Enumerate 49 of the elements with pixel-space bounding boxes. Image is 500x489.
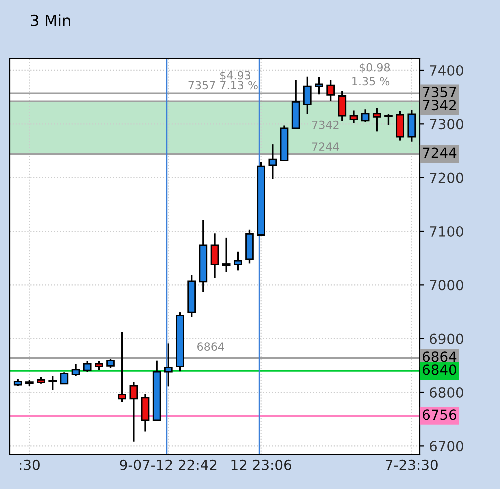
candlestick — [130, 381, 138, 443]
candlestick — [303, 76, 312, 116]
candlestick — [396, 110, 404, 142]
ref-line-label: 7342 — [423, 100, 456, 111]
y-tick-label: 6700 — [430, 441, 464, 452]
candlestick — [60, 372, 69, 386]
candlestick — [315, 76, 324, 96]
chart-title: 3 Min — [31, 14, 70, 26]
text: 7244 — [423, 148, 457, 158]
candlestick — [408, 109, 416, 143]
y-tick-label: 7300 — [430, 119, 464, 130]
ref-line-label: 7244 — [312, 142, 340, 151]
annotation: 6864 — [198, 342, 224, 352]
candlestick — [350, 110, 358, 124]
ref-line-label: 6864 — [423, 352, 457, 362]
y-tick-label: 6800 — [430, 387, 464, 398]
y-tick-label: 7200 — [430, 172, 464, 184]
candlestick — [384, 113, 393, 126]
ref-line-label: 6756 — [423, 410, 457, 420]
annotation: 7342 — [312, 120, 339, 130]
candlestick — [372, 107, 382, 133]
x-tick-label: 7-23:30 — [386, 460, 438, 470]
candlestick — [326, 79, 335, 102]
candlestick — [234, 251, 242, 272]
x-tick-label: 9-07-12 22:42 — [120, 460, 217, 470]
candlestick — [72, 363, 80, 378]
ref-line-label: 7357 — [423, 87, 456, 98]
candlestick — [268, 144, 278, 180]
candlestick — [48, 376, 58, 392]
candlestick — [83, 360, 92, 373]
candlestick — [210, 232, 220, 280]
x-tick-label: :30 — [20, 460, 40, 470]
y-tick-label: 6900 — [430, 334, 464, 344]
y-tick-label: 7400 — [430, 65, 464, 76]
candlestick — [164, 342, 173, 388]
annotation: 7357 7.13 % — [188, 81, 258, 90]
y-tick-label: 7000 — [430, 280, 464, 291]
y-tick-label: 7100 — [430, 226, 464, 237]
candlestick — [141, 393, 150, 433]
candlestick — [106, 358, 115, 370]
candlestick — [361, 108, 370, 124]
ref-line-label: 6840 — [423, 364, 456, 376]
candlestick — [338, 90, 347, 122]
annotation: $0.98 — [360, 63, 390, 74]
annotation: 1.35 % — [352, 77, 390, 86]
x-tick-label: 12 23:06 — [232, 460, 292, 470]
candlestick — [222, 237, 231, 274]
candlestick — [118, 332, 127, 404]
annotation: $4.93 — [220, 71, 251, 82]
